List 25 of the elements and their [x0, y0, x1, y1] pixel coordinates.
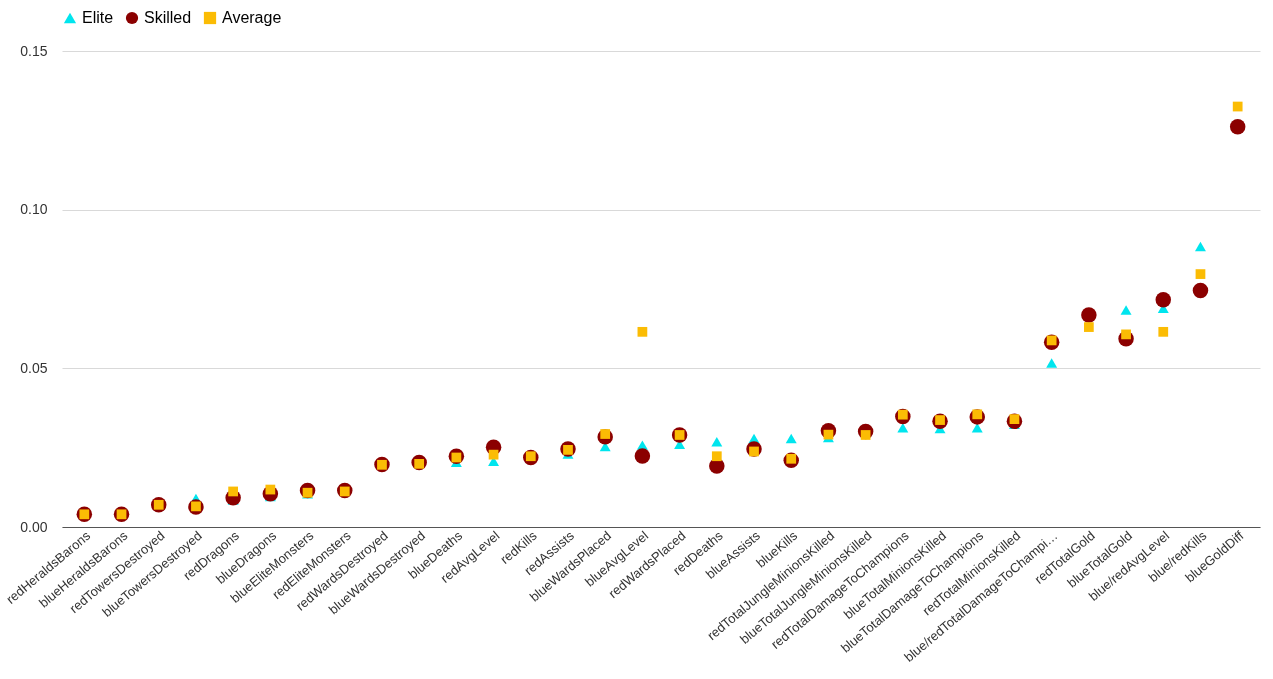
y-tick-label: 0.10	[20, 201, 48, 218]
point	[1046, 358, 1058, 368]
point	[1195, 241, 1206, 252]
point	[1081, 307, 1097, 323]
point	[488, 449, 499, 460]
point	[1120, 305, 1132, 315]
point	[1155, 292, 1172, 308]
point	[1195, 269, 1206, 279]
legend-label: Average	[222, 9, 282, 26]
y-tick-label: 0.15	[20, 42, 48, 59]
point	[711, 436, 723, 447]
point	[1229, 119, 1246, 135]
y-tick-label: 0.00	[20, 518, 48, 535]
point	[711, 451, 722, 462]
point	[1232, 101, 1243, 112]
point	[228, 486, 239, 497]
point	[637, 326, 648, 337]
y-tick-label: 0.05	[20, 359, 48, 376]
point	[1192, 282, 1209, 299]
point	[785, 433, 797, 444]
point	[1158, 326, 1169, 337]
legend-label: Elite	[82, 9, 114, 26]
point	[634, 448, 651, 464]
legend-label: Skilled	[144, 9, 192, 26]
point	[1083, 322, 1094, 332]
